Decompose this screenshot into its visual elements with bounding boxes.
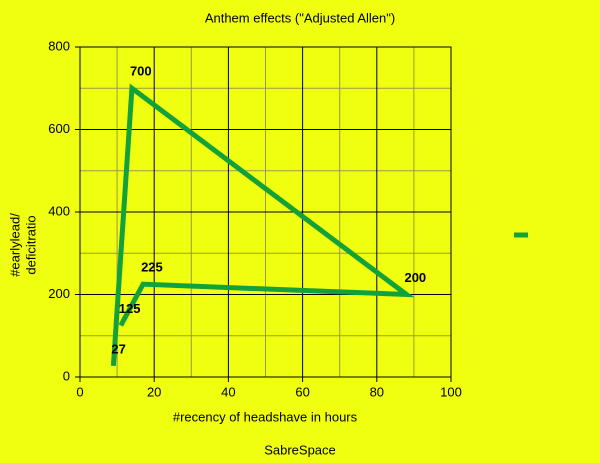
x-tick-label: 80 xyxy=(370,384,384,399)
y-tick-label: 600 xyxy=(48,121,70,136)
plot-frame xyxy=(79,46,452,378)
x-axis-label: #recency of headshave in hours xyxy=(173,409,358,424)
y-tick-label: 800 xyxy=(48,38,70,53)
y-axis-label: #earlylead/ xyxy=(7,213,22,277)
data-label: 27 xyxy=(111,341,125,356)
x-tick-label: 60 xyxy=(295,384,309,399)
data-label: 225 xyxy=(141,260,163,275)
x-tick-label: 40 xyxy=(221,384,235,399)
x-tick-label: 20 xyxy=(147,384,161,399)
x-tick-label: 0 xyxy=(76,384,83,399)
x-tick-label: 100 xyxy=(440,384,462,399)
data-label: 125 xyxy=(119,301,141,316)
caption: SabreSpace xyxy=(264,442,336,457)
chart-title: Anthem effects ("Adjusted Allen") xyxy=(205,10,395,25)
y-tick-label: 200 xyxy=(48,286,70,301)
y-tick-label: 400 xyxy=(48,203,70,218)
data-label: 700 xyxy=(130,64,152,79)
data-label: 200 xyxy=(404,270,426,285)
y-axis-label: deficitratio xyxy=(23,215,38,274)
y-tick-label: 0 xyxy=(63,368,70,383)
line-series xyxy=(110,83,415,367)
